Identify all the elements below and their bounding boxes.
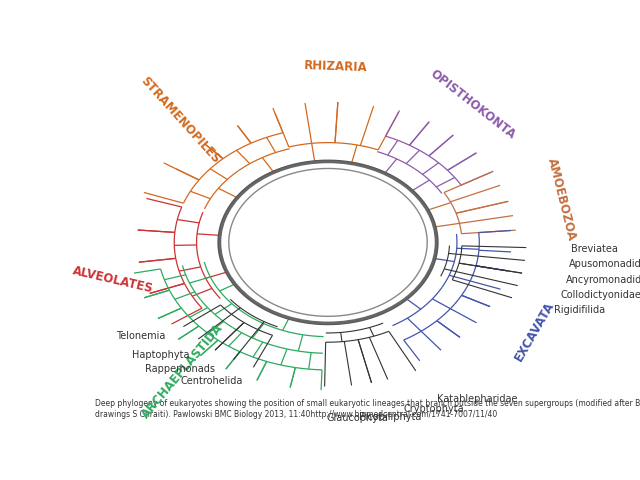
Text: ARCHAEPLASTIDA: ARCHAEPLASTIDA — [140, 322, 226, 421]
Text: ALVEOLATES: ALVEOLATES — [71, 264, 155, 295]
Text: Apusomonadidae: Apusomonadidae — [569, 259, 640, 269]
Circle shape — [220, 162, 436, 323]
Text: Rappemonads: Rappemonads — [145, 364, 215, 374]
Text: OPISTHOKONTA: OPISTHOKONTA — [428, 67, 518, 141]
Text: Katablepharidae: Katablepharidae — [438, 394, 518, 404]
Text: STRAMENOPILES: STRAMENOPILES — [138, 74, 223, 166]
Text: Cryptophyta: Cryptophyta — [403, 404, 464, 414]
Text: AMOEBOZOA: AMOEBOZOA — [545, 156, 578, 242]
Text: Rigidifilida: Rigidifilida — [554, 304, 605, 314]
Text: Centrohelida: Centrohelida — [180, 376, 243, 386]
Text: Haptophyta: Haptophyta — [132, 350, 189, 360]
Text: RHIZARIA: RHIZARIA — [304, 60, 368, 74]
Text: Glaucophyta: Glaucophyta — [326, 413, 388, 423]
Text: Ancyromonadidae: Ancyromonadidae — [566, 275, 640, 285]
Text: Picobiliphyta: Picobiliphyta — [359, 412, 422, 421]
Text: Breviatea: Breviatea — [571, 244, 618, 253]
Text: EXCAVATA: EXCAVATA — [512, 299, 557, 363]
Text: Telonemia: Telonemia — [116, 331, 165, 341]
Text: Deep phylogeny of eukaryotes showing the position of small eukaryotic lineages t: Deep phylogeny of eukaryotes showing the… — [95, 399, 640, 419]
Text: Collodictyonidae: Collodictyonidae — [561, 290, 640, 300]
